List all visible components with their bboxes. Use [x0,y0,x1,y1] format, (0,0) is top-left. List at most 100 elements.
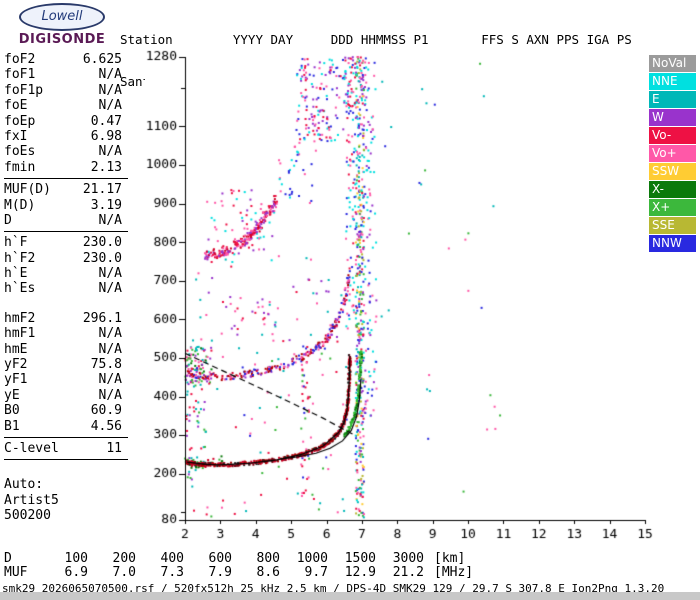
parameter-value: 2.13 [90,159,122,175]
bottom-row-value: 1500 [344,551,376,566]
bottom-row-value: 100 [64,551,88,566]
parameter-value: 60.9 [90,403,122,419]
parameter-value: N/A [98,372,122,388]
lowell-digisonde-logo: Lowell DIGISONDE [6,3,118,47]
parameter-value: N/A [98,387,122,403]
parameter-value: 11 [106,440,122,456]
parameter-row: D N/A [4,213,128,228]
parameter-value: N/A [98,326,122,342]
parameter-label: B0 [4,403,20,419]
parameter-row: M(D) 3.19 [4,198,128,213]
doppler-direction-legend: NoVal NNE E W Vo- Vo+ SSW X- X+ SSE NNW [649,55,696,253]
parameter-value: 6.98 [90,128,122,144]
bottom-row-unit: [MHz] [434,565,474,580]
bottom-row-value: 800 [256,551,280,566]
parameter-row: yF1 N/A [4,372,128,387]
panel-divider [4,459,128,461]
parameter-row: foEs N/A [4,144,128,159]
legend-item-nne: NNE [649,73,696,90]
parameter-value: N/A [98,212,122,228]
parameter-row: h`E N/A [4,266,128,281]
parameter-value: 21.17 [82,182,122,198]
parameter-label: fxI [4,128,28,144]
bottom-row-value: 7.3 [160,565,184,580]
legend-item-x: X+ [649,199,696,216]
parameter-label: foF1p [4,82,44,98]
legend-item-noval: NoVal [649,55,696,72]
bottom-row-value: 8.6 [256,565,280,580]
parameter-label: h`F2 [4,250,36,266]
parameter-label: foF1 [4,67,36,83]
panel-gap [4,297,128,311]
bottom-row-value: 7.0 [112,565,136,580]
parameter-row: foE N/A [4,98,128,113]
bottom-row-value: 6.9 [64,565,88,580]
parameter-row: fmin 2.13 [4,160,128,175]
lowell-logo-oval: Lowell [19,3,105,31]
parameter-row: hmE N/A [4,342,128,357]
parameter-row: foF1 N/A [4,67,128,82]
parameter-value: 3.19 [90,197,122,213]
parameter-label: yF1 [4,372,28,388]
parameter-value: 230.0 [82,235,122,251]
parameter-label: foE [4,98,28,114]
bottom-row-value: 3000 [392,551,424,566]
legend-item-vo: Vo- [649,127,696,144]
parameter-row: h`F 230.0 [4,235,128,250]
parameter-label: h`F [4,235,28,251]
legend-item-x: X- [649,181,696,198]
parameter-row: MUF(D) 21.17 [4,182,128,197]
parameter-row: hmF1 N/A [4,326,128,341]
parameter-label: M(D) [4,197,36,213]
parameter-row: hmF2 296.1 [4,311,128,326]
parameter-value: N/A [98,266,122,282]
parameter-value: N/A [98,281,122,297]
window-bottom-bar [0,592,700,600]
parameter-row: Auto: [4,477,128,492]
bottom-row-label: D [4,551,12,566]
legend-item-w: W [649,109,696,126]
parameter-value: 75.8 [90,357,122,373]
parameter-row: yF2 75.8 [4,357,128,372]
parameter-row: h`F2 230.0 [4,251,128,266]
parameter-value: 4.56 [90,418,122,434]
parameter-value: N/A [98,82,122,98]
bottom-row-value: 600 [208,551,232,566]
bottom-row-unit: [km] [434,551,466,566]
parameter-row: foF2 6.625 [4,52,128,67]
panel-divider [4,231,128,233]
parameter-label: h`E [4,266,28,282]
footer-info: smk29_2026065070500.rsf / 520fx512h 25 k… [2,582,665,595]
parameter-label: fmin [4,159,36,175]
parameter-row: 500200 [4,508,128,523]
bottom-row-value: 200 [112,551,136,566]
header-columns-line: Station YYYY DAY DDD HHMMSS P1 FFS S AXN… [120,32,632,47]
panel-gap [4,463,128,477]
parameter-row: B1 4.56 [4,419,128,434]
parameter-value: N/A [98,98,122,114]
distance-row: D 100 200 400 600 800 1000 1500 3000 [km] [4,552,465,566]
parameter-label: foF2 [4,52,36,67]
parameter-label: C-level [4,440,59,456]
parameter-value: 0.47 [90,113,122,129]
parameter-label: hmF2 [4,310,36,326]
bottom-row-value: 7.9 [208,565,232,580]
bottom-row-value: 21.2 [392,565,424,580]
panel-divider [4,436,128,438]
parameter-label: foEs [4,144,36,160]
parameter-label: D [4,212,12,228]
parameter-label: 500200 [4,508,51,524]
parameter-label: Auto: [4,477,44,493]
parameter-label: h`Es [4,281,36,297]
parameter-row: B0 60.9 [4,403,128,418]
parameter-panel: foF2 6.625 foF1 N/A foF1p N/A foE N/A foEp 0.47 fx… [4,52,128,524]
legend-item-vo: Vo+ [649,145,696,162]
parameter-row: foEp 0.47 [4,114,128,129]
parameter-row: fxI 6.98 [4,129,128,144]
parameter-row: foF1p N/A [4,83,128,98]
muf-row: MUF 6.9 7.0 7.3 7.9 8.6 9.7 12.9 21.2 [MHz] [4,566,473,580]
parameter-value: N/A [98,144,122,160]
bottom-row-value: 400 [160,551,184,566]
parameter-label: hmF1 [4,326,36,342]
legend-item-nnw: NNW [649,235,696,252]
